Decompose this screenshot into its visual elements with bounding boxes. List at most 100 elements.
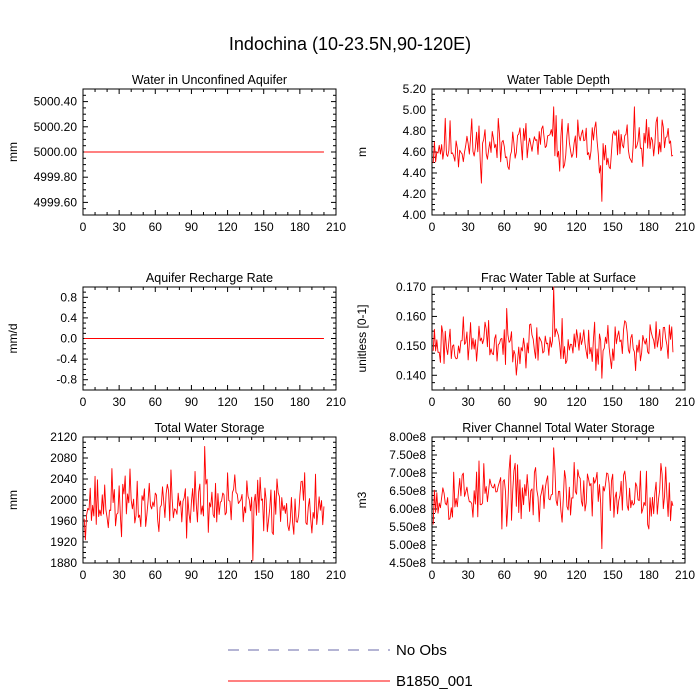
panel-title: River Channel Total Water Storage (462, 421, 655, 435)
y-tick-label: 4999.80 (34, 170, 78, 184)
y-tick-label: 5000.20 (34, 120, 78, 134)
x-tick-label: 90 (534, 395, 548, 409)
y-tick-label: 0.170 (396, 280, 426, 294)
y-tick-label: 2000 (50, 493, 77, 507)
y-axis-label: m3 (355, 491, 369, 508)
y-tick-label: 2080 (50, 451, 77, 465)
x-tick-label: 90 (185, 395, 199, 409)
x-tick-label: 120 (218, 395, 238, 409)
y-tick-label: 0.8 (60, 290, 77, 304)
y-tick-label: 4999.60 (34, 195, 78, 209)
y-axis-label: m (355, 147, 369, 157)
chart-panel-3: Aquifer Recharge Rate mm/d 0 30 60 90 120 150 18… (6, 271, 346, 409)
x-tick-label: 0 (429, 220, 436, 234)
x-tick-label: 120 (567, 568, 587, 582)
y-tick-label: 0.140 (396, 368, 426, 382)
x-tick-label: 120 (567, 220, 587, 234)
x-tick-label: 60 (498, 395, 512, 409)
x-tick-label: 60 (149, 220, 163, 234)
x-tick-label: 180 (290, 568, 310, 582)
y-tick-label: -0.8 (56, 373, 77, 387)
y-tick-label: 1880 (50, 556, 77, 570)
y-tick-label: 7.00e8 (389, 466, 426, 480)
x-tick-label: 120 (218, 568, 238, 582)
y-tick-label: 6.00e8 (389, 502, 426, 516)
x-tick-label: 180 (639, 568, 659, 582)
x-tick-label: 180 (290, 220, 310, 234)
x-tick-label: 0 (80, 395, 87, 409)
legend: No Obs B1850_001 (228, 642, 473, 690)
y-tick-label: 0.160 (396, 309, 426, 323)
y-tick-label: 4.50e8 (389, 556, 426, 570)
x-tick-label: 30 (112, 220, 126, 234)
y-tick-label: 5.50e8 (389, 520, 426, 534)
x-tick-label: 150 (254, 568, 274, 582)
x-tick-label: 90 (185, 220, 199, 234)
x-tick-label: 150 (254, 395, 274, 409)
x-tick-label: 210 (675, 395, 695, 409)
y-axis-label: mm (6, 490, 20, 510)
x-tick-label: 210 (326, 220, 346, 234)
x-tick-label: 210 (326, 568, 346, 582)
series-line-b1850_001 (432, 447, 674, 550)
y-tick-label: 0.0 (60, 332, 77, 346)
x-tick-label: 180 (639, 395, 659, 409)
x-tick-label: 120 (567, 395, 587, 409)
y-tick-label: 8.00e8 (389, 430, 426, 444)
y-tick-label: -0.4 (56, 352, 77, 366)
y-tick-label: 7.50e8 (389, 448, 426, 462)
y-tick-label: 0.4 (60, 311, 77, 325)
x-tick-label: 90 (534, 220, 548, 234)
chart-panel-4: Frac Water Table at Surface unitless [0-1… (355, 271, 695, 409)
x-tick-label: 30 (461, 220, 475, 234)
y-tick-label: 2040 (50, 472, 77, 486)
x-tick-label: 60 (498, 568, 512, 582)
y-tick-label: 4.00 (403, 208, 427, 222)
y-tick-label: 4.80 (403, 124, 427, 138)
x-tick-label: 60 (498, 220, 512, 234)
series-line-b1850_001 (432, 106, 674, 202)
plot-frame (82, 436, 337, 564)
panel-title: Water Table Depth (507, 73, 610, 87)
x-tick-label: 150 (254, 220, 274, 234)
y-axis-label: mm (6, 142, 20, 162)
series-line-b1850_001 (83, 446, 325, 561)
x-tick-label: 90 (185, 568, 199, 582)
y-tick-label: 4.40 (403, 166, 427, 180)
y-axis-label: mm/d (6, 324, 20, 354)
x-tick-label: 180 (639, 220, 659, 234)
y-tick-label: 1960 (50, 514, 77, 528)
x-tick-label: 0 (80, 220, 87, 234)
x-tick-label: 180 (290, 395, 310, 409)
y-axis-label: unitless [0-1] (355, 304, 369, 372)
series-line-b1850_001 (432, 286, 674, 379)
x-tick-label: 90 (534, 568, 548, 582)
y-tick-label: 5.00 (403, 103, 427, 117)
y-tick-label: 5.20 (403, 82, 427, 96)
chart-panel-2: Water Table Depth m 0 30 60 90 120 150 180 210 4.0… (355, 73, 695, 234)
panel-title: Aquifer Recharge Rate (146, 271, 273, 285)
x-tick-label: 60 (149, 395, 163, 409)
x-tick-label: 30 (112, 395, 126, 409)
x-tick-label: 210 (675, 220, 695, 234)
x-tick-label: 210 (675, 568, 695, 582)
page-title: Indochina (10-23.5N,90-120E) (228, 34, 472, 54)
x-tick-label: 210 (326, 395, 346, 409)
chart-panel-5: Total Water Storage mm 0 30 60 90 120 150 180 210… (6, 421, 346, 582)
y-tick-label: 5000.00 (34, 145, 78, 159)
y-tick-label: 6.50e8 (389, 484, 426, 498)
y-tick-label: 5.00e8 (389, 538, 426, 552)
chart-panel-1: Water in Unconfined Aquifer mm 0 30 60 90 120 1… (6, 73, 346, 234)
x-tick-label: 150 (603, 220, 623, 234)
x-tick-label: 150 (603, 568, 623, 582)
chart-panel-6: River Channel Total Water Storage m3 0 30 60… (355, 421, 695, 582)
y-tick-label: 4.20 (403, 187, 427, 201)
x-tick-label: 120 (218, 220, 238, 234)
x-tick-label: 30 (461, 568, 475, 582)
y-tick-label: 2120 (50, 430, 77, 444)
y-tick-label: 0.150 (396, 339, 426, 353)
x-tick-label: 150 (603, 395, 623, 409)
x-tick-label: 0 (429, 395, 436, 409)
y-tick-label: 4.60 (403, 145, 427, 159)
